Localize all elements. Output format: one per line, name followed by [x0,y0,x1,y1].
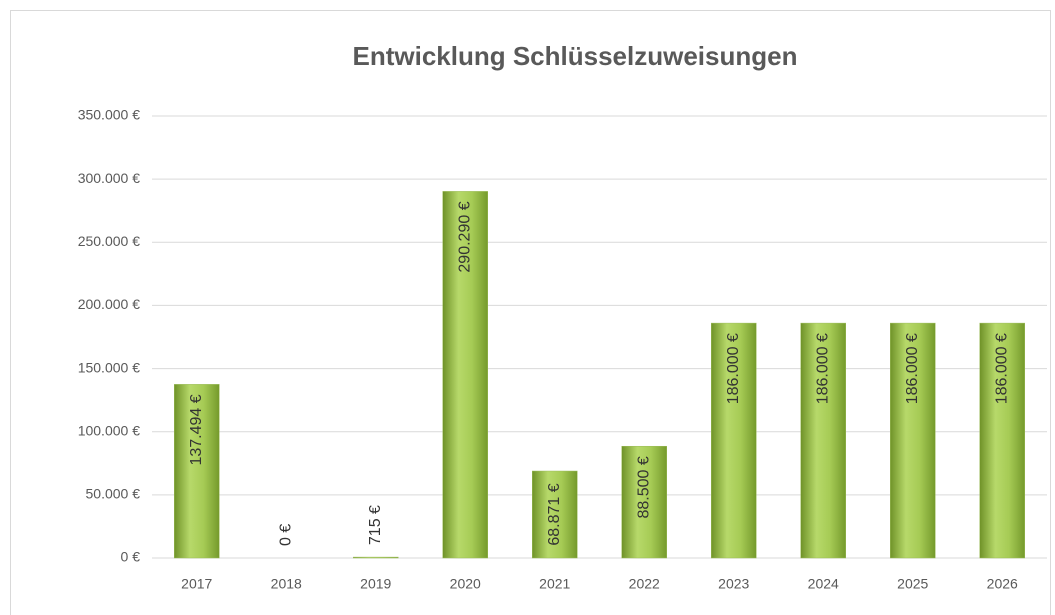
value-label: 88.500 € [635,456,652,518]
x-tick-label: 2026 [987,576,1018,592]
y-tick-label: 300.000 € [78,170,140,186]
bar [532,470,578,559]
bar [442,191,488,559]
x-tick-label: 2018 [271,576,302,592]
x-tick-label: 2023 [718,576,749,592]
x-tick-label: 2020 [450,576,481,592]
value-label: 137.494 € [188,394,205,465]
y-tick-label: 150.000 € [78,359,140,375]
y-tick-label: 250.000 € [78,233,140,249]
x-tick-label: 2024 [808,576,839,592]
bar [711,322,757,559]
value-label: 186.000 € [904,333,921,404]
x-tick-label: 2021 [539,576,570,592]
bar [621,445,667,559]
value-label: 186.000 € [814,333,831,404]
x-tick-label: 2017 [181,576,212,592]
value-label: 290.290 € [456,201,473,272]
x-tick-label: 2019 [360,576,391,592]
bar [174,384,220,559]
bar [353,556,399,559]
value-label: 715 € [367,505,384,545]
y-tick-label: 50.000 € [86,486,141,502]
value-label: 0 € [277,524,294,546]
x-tick-label: 2025 [897,576,928,592]
bar [800,322,846,559]
y-tick-label: 100.000 € [78,422,140,438]
y-tick-label: 0 € [121,549,141,565]
value-label: 186.000 € [725,333,742,404]
y-tick-label: 350.000 € [78,107,140,123]
chart-title: Entwicklung Schlüsselzuweisungen [353,41,798,71]
y-tick-label: 200.000 € [78,296,140,312]
value-label: 68.871 € [546,483,563,545]
value-label: 186.000 € [993,333,1010,404]
bar [979,322,1025,559]
bar [890,322,936,559]
x-tick-label: 2022 [629,576,660,592]
